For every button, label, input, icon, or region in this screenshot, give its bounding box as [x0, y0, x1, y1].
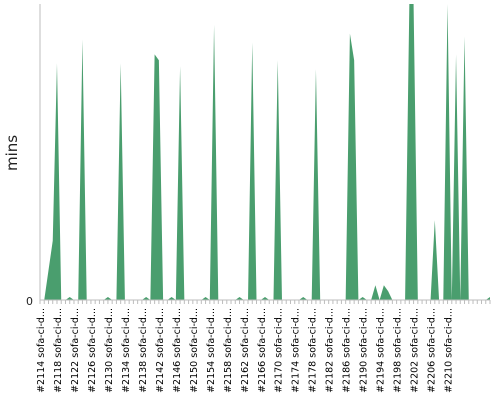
x-tick-label: #2186 sofa-ci-d...: [342, 308, 353, 393]
x-tick-label: #2138 sofa-ci-d...: [138, 308, 149, 393]
x-tick-label: #2174 sofa-ci-d...: [291, 308, 302, 393]
x-tick-label: #2158 sofa-ci-d...: [223, 308, 234, 393]
x-tick-label: #2202 sofa-ci-d...: [410, 308, 421, 393]
x-tick-label: #2170 sofa-ci-d...: [274, 308, 285, 393]
x-tick-label: #2206 sofa-ci-d...: [427, 308, 438, 393]
x-tick-label: #2150 sofa-ci-d...: [189, 308, 200, 393]
x-tick-label: #2182 sofa-ci-d...: [325, 308, 336, 393]
series-area: [40, 4, 490, 300]
x-tick-label: #2162 sofa-ci-d...: [240, 308, 251, 393]
y-axis-label: mins: [3, 135, 21, 171]
x-tick-label: #2134 sofa-ci-d...: [121, 308, 132, 393]
x-tick-labels: #2114 sofa-ci-d... #2118 sofa-ci-d... #212…: [36, 308, 455, 393]
x-tick-label: #2210 sofa-ci-d...: [444, 308, 455, 393]
x-tick-label: #2190 sofa-ci-d...: [359, 308, 370, 393]
x-tick-label: #2118 sofa-ci-d...: [53, 308, 64, 393]
x-tick-label: #2146 sofa-ci-d...: [172, 308, 183, 393]
x-tick-label: #2126 sofa-ci-d...: [87, 308, 98, 393]
x-tick-marks: [39, 300, 491, 304]
x-tick-label: #2130 sofa-ci-d...: [104, 308, 115, 393]
x-tick-label: #2154 sofa-ci-d...: [206, 308, 217, 393]
x-tick-label: #2178 sofa-ci-d...: [308, 308, 319, 393]
x-tick-label: #2122 sofa-ci-d...: [70, 308, 81, 393]
y-tick-label-zero: 0: [26, 295, 33, 308]
x-tick-label: #2194 sofa-ci-d...: [376, 308, 387, 393]
x-tick-label: #2114 sofa-ci-d...: [36, 308, 47, 393]
x-tick-label: #2142 sofa-ci-d...: [155, 308, 166, 393]
x-tick-label: #2166 sofa-ci-d...: [257, 308, 268, 393]
x-tick-label: #2198 sofa-ci-d...: [393, 308, 404, 393]
